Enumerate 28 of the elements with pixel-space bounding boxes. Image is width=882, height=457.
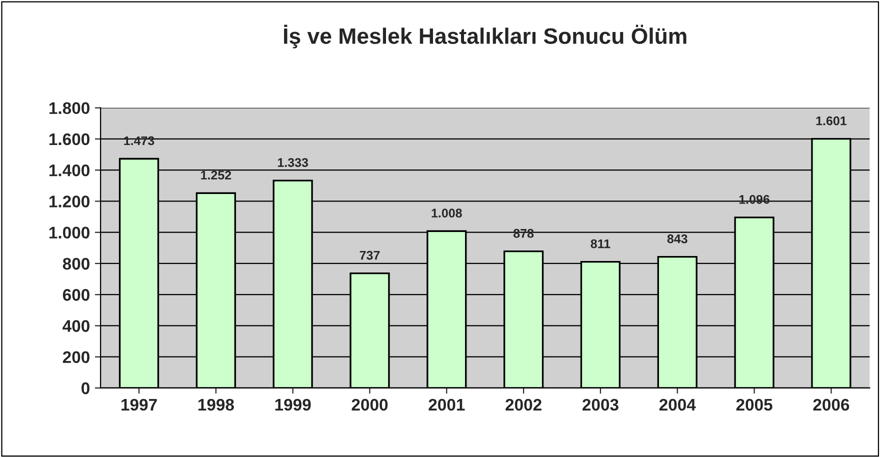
y-tick-label: 600 [62,289,90,301]
y-tick-label: 400 [62,320,90,332]
x-tick-label: 2003 [582,398,618,411]
y-tick-label: 1.200 [49,196,90,208]
data-label: 811 [590,239,610,248]
data-label: 843 [667,234,688,244]
x-tick-label: 2006 [813,398,850,411]
x-tick-label: 2001 [428,398,465,411]
data-label: 1.333 [278,158,308,167]
y-tick-label: 1.600 [49,133,90,146]
x-tick-label: 2002 [506,398,542,411]
chart-title: İş ve Meslek Hastalıkları Sonucu Ölüm [284,24,686,48]
y-tick-label: 0 [82,382,90,394]
data-label: 737 [360,250,380,260]
x-tick-label: 1997 [122,398,157,411]
data-label: 1.601 [816,116,846,126]
y-tick-label: 1.000 [49,226,90,239]
x-tick-label: 2000 [352,398,388,411]
data-label: 1.008 [432,208,462,218]
x-tick-label: 1999 [275,398,311,411]
x-tick-label: 2005 [736,398,772,411]
y-tick-label: 1.800 [49,102,90,114]
x-tick-label: 1998 [198,398,234,411]
y-tick-label: 800 [62,258,90,270]
x-tick-label: 2004 [659,398,696,411]
y-tick-label: 200 [62,351,90,364]
data-label: 1.252 [201,170,232,180]
y-tick-label: 1.400 [49,164,90,176]
